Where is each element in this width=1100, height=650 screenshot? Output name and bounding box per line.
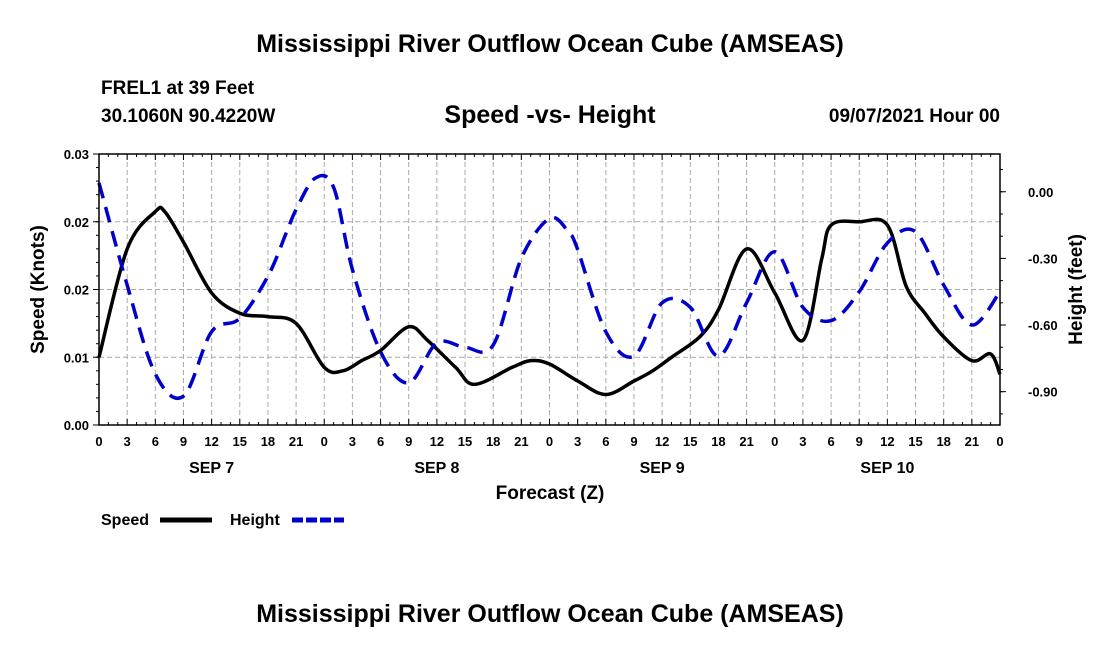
legend: Speed Height	[101, 512, 344, 529]
chart-subtitle: Speed -vs- Height	[444, 101, 656, 129]
y-left-axis-label: Speed (Knots)	[28, 225, 49, 354]
series-line-height	[97, 173, 1002, 400]
y-right-tick-label: -0.90	[1028, 385, 1058, 400]
axes-ticks: 0 3 6 9 12 15 18 21 0 3 6 9 12 15 18 21 0 3 6 9 12 15 18 21 0 3 6 9…	[28, 147, 1087, 477]
x-tick-label: 0	[996, 434, 1003, 449]
y-left-tick-label: 0.01	[64, 350, 89, 365]
x-tick-label: 9	[405, 434, 412, 449]
x-tick-label: 9	[630, 434, 637, 449]
y-left-tick-label: 0.03	[64, 147, 89, 162]
y-left-tick-label: 0.02	[64, 283, 89, 298]
x-tick-label: 6	[827, 434, 834, 449]
x-tick-label: 21	[965, 434, 979, 449]
x-tick-label: 15	[233, 434, 247, 449]
legend-label-speed: Speed	[101, 512, 149, 529]
x-tick-label: 18	[711, 434, 725, 449]
x-tick-label: 0	[771, 434, 778, 449]
day-label: SEP 9	[640, 460, 685, 477]
y-left-tick-label: 0.00	[64, 418, 89, 433]
x-tick-label: 6	[152, 434, 159, 449]
x-tick-label: 6	[377, 434, 384, 449]
x-axis-label: Forecast (Z)	[495, 483, 605, 504]
x-tick-label: 0	[95, 434, 102, 449]
footer-title: Mississippi River Outflow Ocean Cube (AM…	[256, 600, 844, 628]
x-tick-label: 6	[602, 434, 609, 449]
x-tick-label: 21	[514, 434, 528, 449]
day-label: SEP 10	[860, 460, 914, 477]
legend-label-height: Height	[230, 512, 280, 529]
y-right-axis-label: Height (feet)	[1066, 234, 1087, 345]
x-tick-label: 9	[180, 434, 187, 449]
x-tick-label: 0	[546, 434, 553, 449]
grid-lines	[99, 154, 1000, 425]
x-tick-label: 15	[458, 434, 472, 449]
x-tick-label: 3	[799, 434, 806, 449]
x-tick-label: 21	[739, 434, 753, 449]
x-tick-label: 15	[683, 434, 697, 449]
x-tick-label: 3	[124, 434, 131, 449]
y-right-tick-label: -0.60	[1028, 318, 1058, 333]
x-tick-label: 9	[856, 434, 863, 449]
coordinates-label: 30.1060N 90.4220W	[101, 106, 276, 127]
x-tick-label: 3	[349, 434, 356, 449]
datetime-label: 09/07/2021 Hour 00	[828, 106, 1000, 127]
x-tick-label: 18	[486, 434, 500, 449]
x-tick-label: 12	[880, 434, 894, 449]
x-tick-label: 3	[574, 434, 581, 449]
y-right-tick-label: 0.00	[1028, 185, 1053, 200]
series-line-speed	[97, 205, 1002, 397]
x-tick-label: 12	[204, 434, 218, 449]
series-layer	[97, 173, 1002, 400]
chart-title: Mississippi River Outflow Ocean Cube (AM…	[256, 30, 844, 58]
x-tick-label: 18	[261, 434, 275, 449]
x-tick-label: 0	[321, 434, 328, 449]
x-tick-label: 12	[430, 434, 444, 449]
x-tick-label: 15	[908, 434, 922, 449]
x-tick-label: 12	[655, 434, 669, 449]
y-right-tick-label: -0.30	[1028, 251, 1058, 266]
x-tick-label: 18	[936, 434, 950, 449]
y-left-tick-label: 0.02	[64, 215, 89, 230]
day-label: SEP 8	[414, 460, 459, 477]
station-label: FREL1 at 39 Feet	[101, 78, 255, 99]
x-tick-label: 21	[289, 434, 303, 449]
day-label: SEP 7	[189, 460, 234, 477]
